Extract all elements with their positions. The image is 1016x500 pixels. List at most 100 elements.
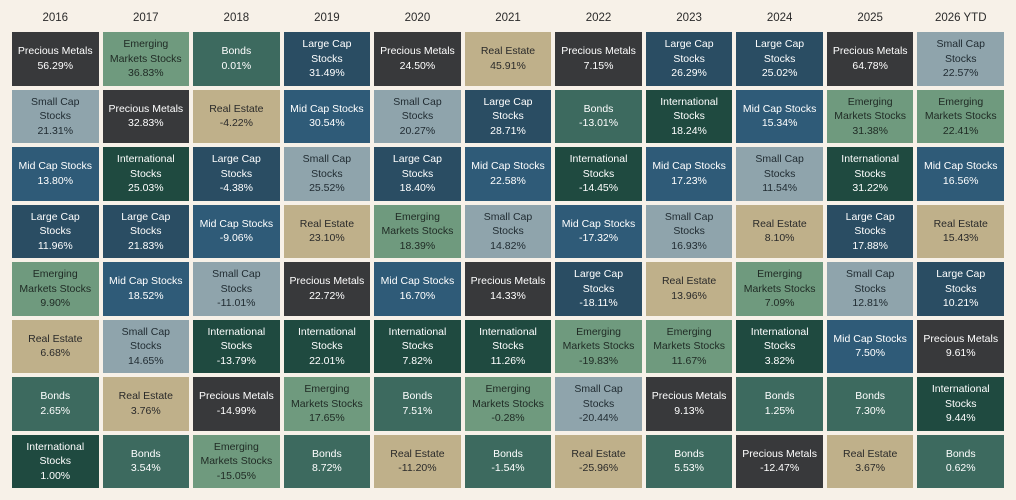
cell-large-cap-stocks: Large Cap Stocks 26.29% [645,32,733,86]
asset-label: Stocks [763,167,796,180]
asset-label: Emerging [666,325,712,338]
asset-label: Markets Stocks [19,282,92,295]
asset-label: Real Estate [661,275,717,288]
return-value: 20.27% [399,124,436,137]
cell-emerging-markets-stocks: Emerging Markets Stocks 7.09% [736,262,823,316]
asset-label: Stocks [39,455,72,467]
year-header: 2017 [133,12,159,24]
return-value: 14.33% [490,289,526,302]
asset-label: Stocks [944,397,977,410]
asset-label: Large Cap [574,268,624,280]
asset-label: Emerging [304,383,350,395]
cell-mid-cap-stocks: Mid Cap Stocks 13.80% [12,147,99,201]
cell-precious-metals: Precious Metals 56.29% [12,32,99,86]
cell-bonds: Bonds -13.01% [555,89,642,143]
return-value: 18.24% [671,124,707,137]
return-value: 22.72% [309,289,345,302]
return-value: 7.15% [583,59,614,72]
return-value: 12.81% [852,297,888,309]
return-value: 26.29% [671,67,707,79]
return-value: 31.49% [309,67,345,79]
asset-label: Markets Stocks [381,225,454,237]
return-value: -19.83% [578,354,619,367]
cell-international-stocks: International Stocks 9.44% [917,377,1004,431]
asset-label: Precious Metals [108,102,184,115]
asset-label: Mid Cap Stocks [18,160,93,173]
cell-emerging-markets-stocks: Emerging Markets Stocks 31.38% [826,89,914,143]
return-value: 21.31% [37,124,74,137]
asset-label: Bonds [945,447,976,460]
cell-precious-metals: Precious Metals 24.50% [374,32,461,86]
return-value: -4.22% [219,117,253,130]
asset-label: Precious Metals [380,45,455,58]
asset-label: Bonds [40,390,71,403]
asset-label: Stocks [673,52,705,65]
return-value: 32.83% [127,117,164,130]
asset-label: Stocks [311,167,343,180]
year-header: 2026 YTD [934,12,987,24]
asset-label: Markets Stocks [924,110,997,122]
asset-label: Large Cap [302,38,352,50]
return-value: 9.44% [945,412,976,424]
return-value: 7.51% [402,404,433,417]
asset-label: Large Cap [755,38,805,50]
cell-emerging-markets-stocks: Emerging Markets Stocks -0.28% [464,377,552,431]
asset-label: Emerging [576,325,622,338]
asset-label: Stocks [130,167,162,180]
return-value: 13.80% [37,174,74,187]
return-value: 11.54% [762,182,798,194]
asset-label: Emerging [757,268,803,280]
asset-label: Markets Stocks [743,282,816,295]
cell-real-estate: Real Estate 15.43% [917,204,1004,258]
return-value: 7.30% [855,404,886,417]
year-header: 2023 [676,12,702,24]
cell-small-cap-stocks: Small Cap Stocks -11.01% [193,262,280,316]
asset-label: International [388,325,447,338]
asset-label: Small Cap [664,210,714,223]
year-header: 2019 [314,12,340,24]
cell-emerging-markets-stocks: Emerging Markets Stocks -15.05% [193,434,280,488]
cell-bonds: Bonds 5.53% [645,434,733,488]
return-value: 22.57% [942,67,979,79]
return-value: 0.62% [945,462,976,475]
return-value: -15.05% [216,469,256,482]
asset-label: Stocks [311,52,343,65]
return-value: 56.29% [37,59,74,72]
cell-real-estate: Real Estate -11.20% [374,434,461,488]
cell-real-estate: Real Estate 23.10% [283,204,371,258]
asset-label: Real Estate [752,217,807,230]
cell-real-estate: Real Estate -25.96% [555,434,642,488]
asset-label: International [569,153,628,165]
asset-label: Large Cap [392,153,442,165]
cell-international-stocks: International Stocks 31.22% [826,147,914,201]
asset-label: Bonds [583,102,614,115]
asset-label: Stocks [401,167,434,180]
return-value: 8.10% [764,232,795,245]
return-value: 3.67% [855,462,886,475]
cell-precious-metals: Precious Metals 14.33% [464,262,552,316]
cell-real-estate: Real Estate 6.68% [12,319,99,373]
asset-label: Small Cap [393,95,442,108]
return-value: 1.25% [764,404,795,417]
cell-bonds: Bonds -1.54% [464,434,552,488]
asset-label: Small Cap [212,268,261,280]
cell-mid-cap-stocks: Mid Cap Stocks 16.70% [374,262,461,316]
return-value: -1.54% [491,462,525,475]
asset-label: Bonds [221,45,252,58]
cell-large-cap-stocks: Large Cap Stocks 18.40% [374,147,461,201]
cell-international-stocks: International Stocks 1.00% [12,434,99,488]
cell-mid-cap-stocks: Mid Cap Stocks 7.50% [826,319,914,373]
asset-label: Small Cap [302,153,352,165]
asset-label: Stocks [220,282,253,295]
asset-label: Mid Cap Stocks [109,275,183,288]
cell-emerging-markets-stocks: Emerging Markets Stocks 22.41% [917,89,1004,143]
cell-precious-metals: Precious Metals -12.47% [736,434,823,488]
asset-label: Stocks [944,282,977,295]
asset-label: Large Cap [121,210,171,223]
return-value: 25.03% [127,182,164,194]
cell-mid-cap-stocks: Mid Cap Stocks 18.52% [102,262,190,316]
cell-small-cap-stocks: Small Cap Stocks 20.27% [374,89,461,143]
return-value: -17.32% [578,232,619,245]
return-value: 1.00% [40,469,71,482]
return-value: -13.01% [578,117,619,130]
